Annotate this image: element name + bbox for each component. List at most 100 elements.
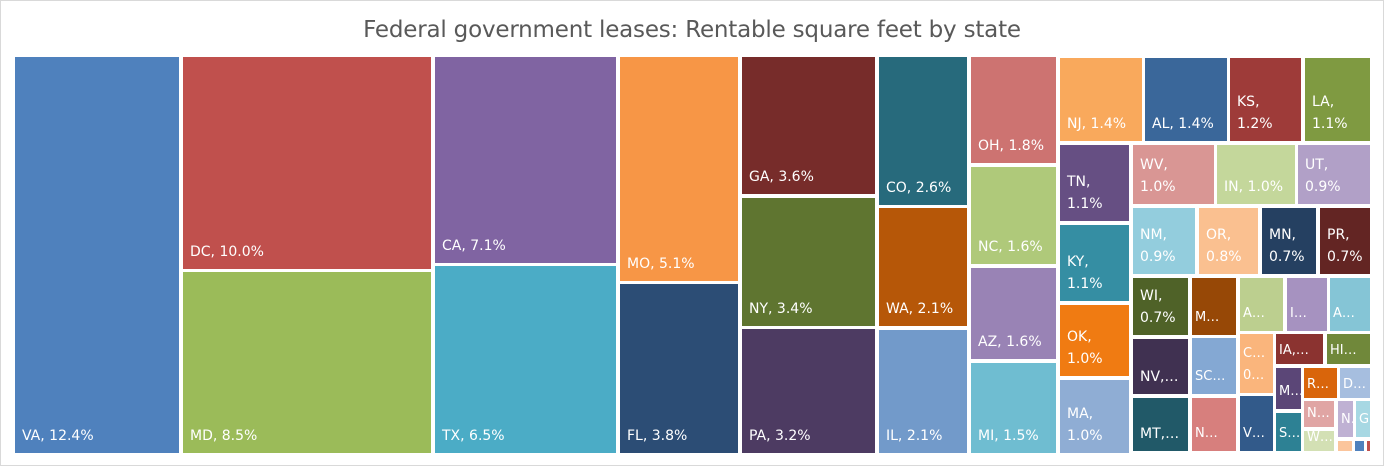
treemap-cell-label: G… bbox=[1359, 412, 1370, 427]
treemap-cell-az: AZ, 1.6% bbox=[971, 268, 1056, 359]
treemap-cell-fl: FL, 3.8% bbox=[620, 284, 738, 453]
treemap-cell-or: OR, 0.8% bbox=[1199, 208, 1258, 274]
treemap-cell-label: D… bbox=[1343, 377, 1367, 392]
treemap-cell-label: NM, 0.9% bbox=[1140, 227, 1176, 265]
treemap-cell-la: LA, 1.1% bbox=[1305, 58, 1370, 141]
treemap-cell-item bbox=[1367, 441, 1370, 451]
treemap-cell-label: WA, 2.1% bbox=[886, 301, 954, 317]
treemap-cell-label: NC, 1.6% bbox=[978, 239, 1043, 255]
treemap-cell-label: KY, 1.1% bbox=[1067, 254, 1103, 292]
treemap-cell-wi: WI, 0.7% bbox=[1133, 278, 1188, 335]
treemap-cell-label: I… bbox=[1290, 306, 1307, 321]
treemap-cell-md: MD, 8.5% bbox=[183, 272, 431, 453]
treemap-cell-label: NJ, 1.4% bbox=[1067, 116, 1127, 132]
treemap-cell-al: AL, 1.4% bbox=[1145, 58, 1227, 141]
treemap-cell-il: IL, 2.1% bbox=[879, 330, 967, 453]
treemap-cell-ny: NY, 3.4% bbox=[742, 198, 875, 326]
treemap-cell-mo: MO, 5.1% bbox=[620, 57, 738, 281]
treemap-cell-m: M… bbox=[1276, 368, 1301, 409]
treemap-cell-mt: MT,… bbox=[1133, 398, 1188, 451]
treemap-cell-va: VA, 12.4% bbox=[15, 57, 179, 453]
treemap-cell-label: S… bbox=[1279, 426, 1301, 441]
treemap-cell-tn: TN, 1.1% bbox=[1060, 145, 1129, 221]
treemap-cell-label: KS, 1.2% bbox=[1237, 94, 1273, 132]
treemap-cell-label: SC… bbox=[1195, 369, 1226, 384]
treemap-cell-co: CO, 2.6% bbox=[879, 57, 967, 205]
treemap-cell-ca: CA, 7.1% bbox=[435, 57, 616, 263]
treemap-cell-n: N… bbox=[1304, 401, 1334, 427]
treemap-cell-label: W… bbox=[1307, 431, 1333, 445]
treemap-cell-label: A… bbox=[1333, 306, 1355, 321]
chart-title: Federal government leases: Rentable squa… bbox=[363, 17, 1021, 43]
treemap-cell-label: LA, 1.1% bbox=[1312, 94, 1348, 132]
treemap-cell-label: IA,… bbox=[1279, 343, 1309, 358]
treemap-cell-w: W… bbox=[1304, 431, 1334, 451]
treemap-cell-nc: NC, 1.6% bbox=[971, 167, 1056, 264]
treemap-cell-label: M… bbox=[1195, 310, 1220, 325]
treemap-cell-label: WV, 1.0% bbox=[1140, 157, 1176, 195]
treemap-cell-label: OK, 1.0% bbox=[1067, 329, 1103, 367]
treemap-cell-ut: UT, 0.9% bbox=[1298, 145, 1370, 204]
treemap-cell-label: R… bbox=[1307, 377, 1330, 392]
treemap-cell-label: FL, 3.8% bbox=[627, 428, 688, 444]
treemap-cell-mn: MN, 0.7% bbox=[1262, 208, 1316, 274]
treemap-cell-label: N… bbox=[1307, 406, 1330, 421]
treemap-cell-label: M… bbox=[1279, 384, 1301, 399]
treemap-cell-label: IL, 2.1% bbox=[886, 428, 943, 444]
treemap-cell-label: OR, 0.8% bbox=[1206, 227, 1242, 265]
treemap-cell-label: PR, 0.7% bbox=[1327, 227, 1363, 265]
treemap-cell-nj: NJ, 1.4% bbox=[1060, 58, 1142, 141]
treemap-cell-label: HI… bbox=[1330, 343, 1357, 358]
treemap-cell-nm: NM, 0.9% bbox=[1133, 208, 1195, 274]
treemap-cell-label: MI, 1.5% bbox=[978, 428, 1039, 444]
treemap-cell-label: V… bbox=[1243, 426, 1265, 441]
treemap-cell-pr: PR, 0.7% bbox=[1320, 208, 1370, 274]
treemap-cell-ga: GA, 3.6% bbox=[742, 57, 875, 194]
treemap-cell-s: S… bbox=[1276, 413, 1301, 451]
treemap-cell-label: NV,… bbox=[1140, 369, 1179, 385]
treemap-cell-label: MT,… bbox=[1140, 426, 1180, 442]
treemap-cell-r: R… bbox=[1304, 368, 1337, 398]
treemap-cell-label: MA, 1.0% bbox=[1067, 406, 1103, 444]
treemap-cell-ma: MA, 1.0% bbox=[1060, 380, 1129, 453]
treemap-cell-pa: PA, 3.2% bbox=[742, 329, 875, 453]
treemap-cell-label: IN, 1.0% bbox=[1224, 179, 1284, 195]
treemap-cell-g: G… bbox=[1356, 401, 1370, 437]
treemap-cell-label: VA, 12.4% bbox=[22, 428, 94, 444]
treemap-cell-in: IN, 1.0% bbox=[1217, 145, 1295, 204]
treemap-cell-label: UT, 0.9% bbox=[1305, 157, 1341, 195]
treemap-cell-label: AL, 1.4% bbox=[1152, 116, 1214, 132]
treemap-cell-label: CA, 7.1% bbox=[442, 238, 506, 254]
treemap-cell-item bbox=[1338, 441, 1352, 451]
treemap-cell-tx: TX, 6.5% bbox=[435, 266, 616, 453]
treemap-cell-label: NY, 3.4% bbox=[749, 301, 813, 317]
treemap-cell-sc: SC… bbox=[1192, 338, 1236, 394]
treemap-cell-d: D… bbox=[1340, 368, 1370, 398]
treemap-cell-n: N… bbox=[1338, 401, 1353, 437]
treemap-cell-mi: MI, 1.5% bbox=[971, 363, 1056, 453]
treemap-cell-a: A… bbox=[1330, 278, 1370, 331]
treemap-cell-label: A… bbox=[1243, 306, 1265, 321]
treemap-cell-label: DC, 10.0% bbox=[190, 244, 264, 260]
treemap-cell-label: MO, 5.1% bbox=[627, 256, 695, 272]
treemap-cell-label: TN, 1.1% bbox=[1067, 174, 1103, 212]
treemap-cell-label: AZ, 1.6% bbox=[978, 334, 1042, 350]
treemap-cell-label: OH, 1.8% bbox=[978, 138, 1045, 154]
treemap-cell-dc: DC, 10.0% bbox=[183, 57, 431, 269]
treemap-cell-i: I… bbox=[1287, 278, 1327, 331]
treemap-cell-wv: WV, 1.0% bbox=[1133, 145, 1214, 204]
treemap-cell-label: MD, 8.5% bbox=[190, 428, 258, 444]
treemap-cell-v: V… bbox=[1240, 396, 1273, 451]
treemap-cell-label: PA, 3.2% bbox=[749, 428, 811, 444]
treemap-cell-m: M… bbox=[1192, 278, 1236, 335]
treemap-cell-nv: NV,… bbox=[1133, 339, 1188, 394]
treemap-cell-c: C… 0… bbox=[1240, 334, 1273, 393]
treemap-cell-ok: OK, 1.0% bbox=[1060, 305, 1129, 376]
treemap-cell-label: TX, 6.5% bbox=[442, 428, 505, 444]
treemap-cell-label: N… bbox=[1341, 412, 1353, 427]
treemap-cell-label: CO, 2.6% bbox=[886, 180, 952, 196]
treemap-cell-label: MN, 0.7% bbox=[1269, 227, 1305, 265]
treemap-cell-label: C… 0… bbox=[1243, 346, 1266, 383]
treemap-cell-item bbox=[1355, 441, 1364, 451]
